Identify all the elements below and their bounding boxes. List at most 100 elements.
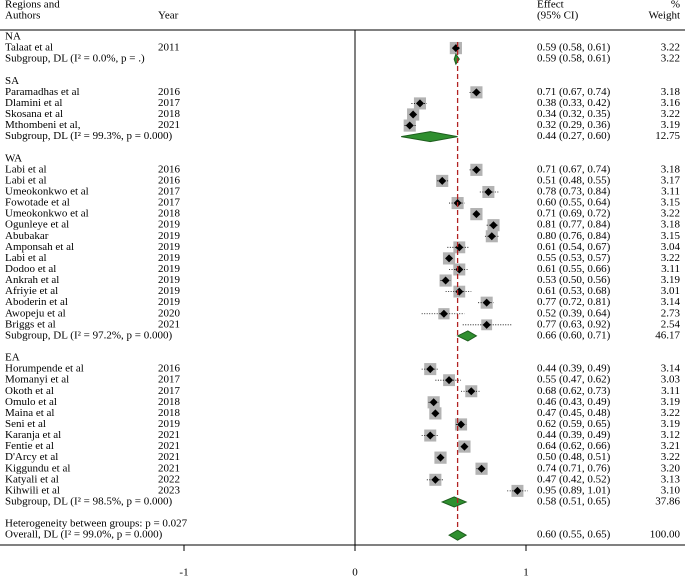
year: 2020 — [158, 307, 181, 319]
year: 2016 — [158, 163, 181, 175]
x-tick-label: 0 — [352, 567, 358, 577]
year: 2016 — [158, 363, 181, 375]
year: 2019 — [158, 263, 181, 275]
ci-label: 0.77 (0.63, 0.92) — [537, 318, 611, 330]
ci-label: 0.81 (0.77, 0.84) — [537, 219, 611, 231]
weight-label: 12.75 — [655, 130, 680, 142]
year: 2019 — [158, 230, 181, 242]
heterogeneity: Heterogeneity between groups: p = 0.027 — [5, 518, 188, 530]
year: 2018 — [158, 108, 181, 120]
effect-point — [489, 221, 498, 230]
ci-label: 0.46 (0.43, 0.49) — [537, 396, 611, 408]
weight-label: 3.11 — [661, 385, 680, 397]
ci-label: 0.68 (0.62, 0.73) — [537, 385, 611, 397]
x-tick-label: -1 — [179, 567, 188, 577]
weight-label: 3.18 — [661, 219, 681, 231]
pooled-diamond — [456, 330, 478, 342]
year: 2016 — [158, 174, 181, 186]
weight-label: 3.22 — [661, 407, 680, 419]
author: Umeokonkwo et al — [5, 186, 89, 198]
author: Labi et al — [5, 163, 47, 175]
effect-point — [472, 88, 481, 97]
author: Kiggundu et al — [5, 462, 70, 474]
weight-label: 3.18 — [661, 86, 681, 98]
row-label: Overall, DL (I² = 99.0%, p = 0.000) — [5, 529, 163, 541]
ci-label: 0.61 (0.53, 0.68) — [537, 285, 611, 297]
author: Seni et al — [5, 418, 46, 430]
ci-label: 0.47 (0.42, 0.52) — [537, 473, 611, 485]
ci-label: 0.60 (0.55, 0.64) — [537, 197, 611, 209]
effect-point — [438, 176, 447, 185]
weight-label: 2.54 — [661, 318, 681, 330]
effect-point — [472, 210, 481, 219]
ci-label: 0.77 (0.72, 0.81) — [537, 296, 611, 308]
effect-point — [439, 309, 448, 318]
header: (95% CI) — [537, 10, 579, 22]
author: Talaat et al — [5, 42, 53, 54]
ci-label: 0.61 (0.55, 0.66) — [537, 263, 611, 275]
year: 2019 — [158, 296, 181, 308]
ci-label: 0.47 (0.45, 0.48) — [537, 407, 611, 419]
year: 2011 — [158, 42, 180, 54]
ci-label: 0.80 (0.76, 0.84) — [537, 230, 611, 242]
author: Abubakar — [5, 230, 49, 242]
ci-label: 0.95 (0.89, 1.01) — [537, 484, 611, 496]
author: Dodoo et al — [5, 263, 56, 275]
weight-label: 100.00 — [650, 529, 681, 541]
weight-label: 3.17 — [661, 174, 681, 186]
ci-label: 0.34 (0.32, 0.35) — [537, 108, 611, 120]
ci-label: 0.55 (0.47, 0.62) — [537, 374, 611, 386]
effect-point — [460, 442, 469, 451]
author: Katyali et al — [5, 473, 59, 485]
pooled-diamond — [453, 53, 460, 66]
author: Fowotade et al — [5, 197, 70, 209]
weight-label: 3.04 — [661, 241, 681, 253]
author: Paramadhas et al — [5, 86, 80, 98]
ci-label: 0.66 (0.60, 0.71) — [537, 329, 611, 341]
year: 2017 — [158, 374, 181, 386]
pooled-diamond — [401, 131, 458, 143]
author: Momanyi et al — [5, 374, 69, 386]
ci-label: 0.71 (0.67, 0.74) — [537, 86, 611, 98]
author: Omulo et al — [5, 396, 57, 408]
weight-label: 46.17 — [655, 329, 680, 341]
ci-label: 0.60 (0.55, 0.65) — [537, 529, 611, 541]
group-name: EA — [5, 352, 20, 364]
weight-label: 3.22 — [661, 53, 680, 65]
author: Labi et al — [5, 174, 47, 186]
effect-point — [429, 398, 438, 407]
row-label: Subgroup, DL (I² = 98.5%, p = 0.000) — [5, 495, 172, 507]
weight-label: 3.20 — [661, 462, 681, 474]
effect-point — [457, 420, 466, 429]
year: 2018 — [158, 407, 181, 419]
author: Dlamini et al — [5, 97, 62, 109]
effect-point — [467, 387, 476, 396]
ci-label: 0.32 (0.29, 0.36) — [537, 119, 611, 131]
ci-label: 0.44 (0.27, 0.60) — [537, 130, 611, 142]
effect-point — [431, 475, 440, 484]
weight-label: 3.19 — [661, 119, 681, 131]
weight-label: 3.15 — [661, 230, 681, 242]
year: 2017 — [158, 97, 181, 109]
group-name: SA — [5, 75, 19, 87]
year: 2019 — [158, 252, 181, 264]
year: 2019 — [158, 219, 181, 231]
year: 2019 — [158, 418, 181, 430]
group-name: WA — [5, 152, 22, 164]
weight-label: 3.18 — [661, 163, 681, 175]
effect-point — [426, 431, 435, 440]
weight-label: 3.21 — [661, 440, 680, 452]
weight-label: 3.22 — [661, 208, 680, 220]
ci-label: 0.53 (0.50, 0.56) — [537, 274, 611, 286]
weight-label: 3.14 — [661, 363, 681, 375]
effect-point — [482, 298, 491, 307]
effect-point — [415, 99, 424, 108]
year: 2017 — [158, 197, 181, 209]
author: Afriyie et al — [5, 285, 58, 297]
year: 2021 — [158, 440, 180, 452]
header: Weight — [649, 10, 681, 22]
author: Karanja et al — [5, 429, 61, 441]
year: 2019 — [158, 274, 181, 286]
weight-label: 3.13 — [661, 473, 681, 485]
